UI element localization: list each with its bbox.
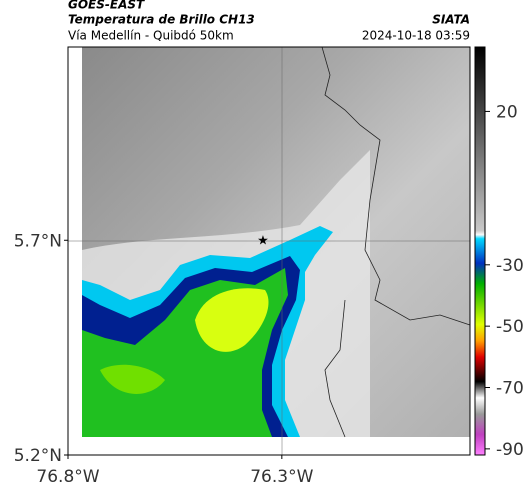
cold-cloud	[100, 364, 165, 394]
location-star: ★	[257, 234, 269, 249]
colorbar-tick-label: -90	[496, 440, 524, 460]
colorbar	[474, 46, 486, 456]
map-frame	[67, 46, 471, 456]
timestamp: 2024-10-18 03:59	[362, 29, 470, 43]
colorbar-tick-label: -70	[496, 379, 524, 399]
x-tick-label: 76.8°W	[36, 467, 99, 487]
route: Vía Medellín - Quibdó 50km	[68, 29, 234, 43]
x-tick-label: 76.3°W	[250, 467, 313, 487]
colorbar-tick-label: 20	[496, 102, 518, 122]
ticks: 76.8°W 76.3°W 5.7°N 5.2°N 20 -30 -50 -70 -90	[14, 102, 524, 487]
subtitle: Temperatura de Brillo CH13	[68, 13, 255, 27]
y-tick-label: 5.2°N	[14, 446, 62, 466]
y-tick-label: 5.7°N	[14, 231, 62, 251]
cold-cloud	[195, 288, 269, 352]
border	[321, 46, 471, 438]
title: GOES-EAST	[68, 0, 145, 12]
map-panel: ★	[67, 46, 471, 456]
source: SIATA	[432, 13, 470, 27]
colorbar-tick-label: -50	[496, 317, 524, 337]
colorbar-tick-label: -30	[496, 256, 524, 276]
